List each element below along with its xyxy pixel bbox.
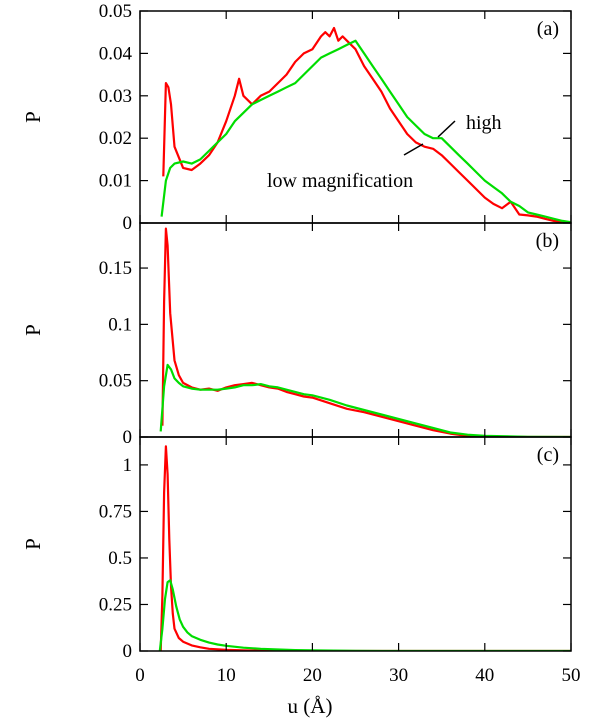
- annotations: high low magnification: [267, 112, 502, 192]
- annotation-low-pointer: [403, 143, 424, 156]
- y-tick-label: 0.1: [108, 314, 132, 335]
- y-tick-label: 0.75: [99, 501, 132, 522]
- y-tick-label: 0.01: [99, 171, 132, 192]
- y-tick-label: 0.05: [99, 1, 132, 22]
- y-tick-label: 0.04: [99, 43, 133, 64]
- y-tick-label: 0.15: [99, 258, 132, 279]
- x-tick-label: 50: [562, 665, 581, 686]
- y-tick-label: 0.5: [108, 548, 132, 569]
- y-tick-label: 0: [123, 213, 133, 234]
- x-tick-label: 10: [217, 665, 236, 686]
- x-tick-label: 30: [389, 665, 408, 686]
- panel-label: (a): [537, 18, 559, 40]
- y-axis-title: P: [21, 538, 45, 550]
- series-line-green: [160, 39, 571, 223]
- x-tick-label: 0: [135, 665, 145, 686]
- y-tick-label: 0.03: [99, 86, 132, 107]
- y-tick-label: 0.05: [99, 371, 132, 392]
- series-line-green: [158, 579, 571, 651]
- y-tick-label: 0: [123, 641, 133, 662]
- panel-label: (c): [537, 444, 559, 466]
- y-tick-label: 0.25: [99, 594, 132, 615]
- panel-a: 0 0.01 0.02 0.03 0.04 0.05 P (a): [21, 1, 572, 234]
- x-axis-title: u (Å): [288, 694, 333, 718]
- panel-c: 0 0.25 0.5 0.75 1 P (c): [21, 436, 572, 662]
- series-line-red: [159, 445, 571, 651]
- x-tick-label: 20: [303, 665, 322, 686]
- y-axis-title: P: [21, 111, 45, 123]
- annotation-low: low magnification: [267, 170, 413, 192]
- series-line-red: [161, 227, 571, 437]
- x-axis: 0 10 20 30 40 50: [135, 665, 580, 686]
- panels-layer: 0 0.01 0.02 0.03 0.04 0.05 P (a) 0 0.05 0.1 0.15 P (b…: [21, 1, 572, 662]
- plot-frame: [139, 436, 572, 652]
- series-line-green: [159, 363, 571, 437]
- panel-b: 0 0.05 0.1 0.15 P (b): [21, 222, 572, 448]
- y-tick-label: 0: [123, 427, 133, 448]
- y-tick-label: 0.02: [99, 128, 132, 149]
- plot-frame: [139, 222, 572, 438]
- y-axis-title: P: [21, 324, 45, 336]
- annotation-high: high: [466, 112, 502, 134]
- x-tick-label: 40: [475, 665, 494, 686]
- annotation-high-pointer: [437, 120, 456, 138]
- panel-label: (b): [536, 230, 559, 252]
- y-tick-label: 1: [123, 455, 133, 476]
